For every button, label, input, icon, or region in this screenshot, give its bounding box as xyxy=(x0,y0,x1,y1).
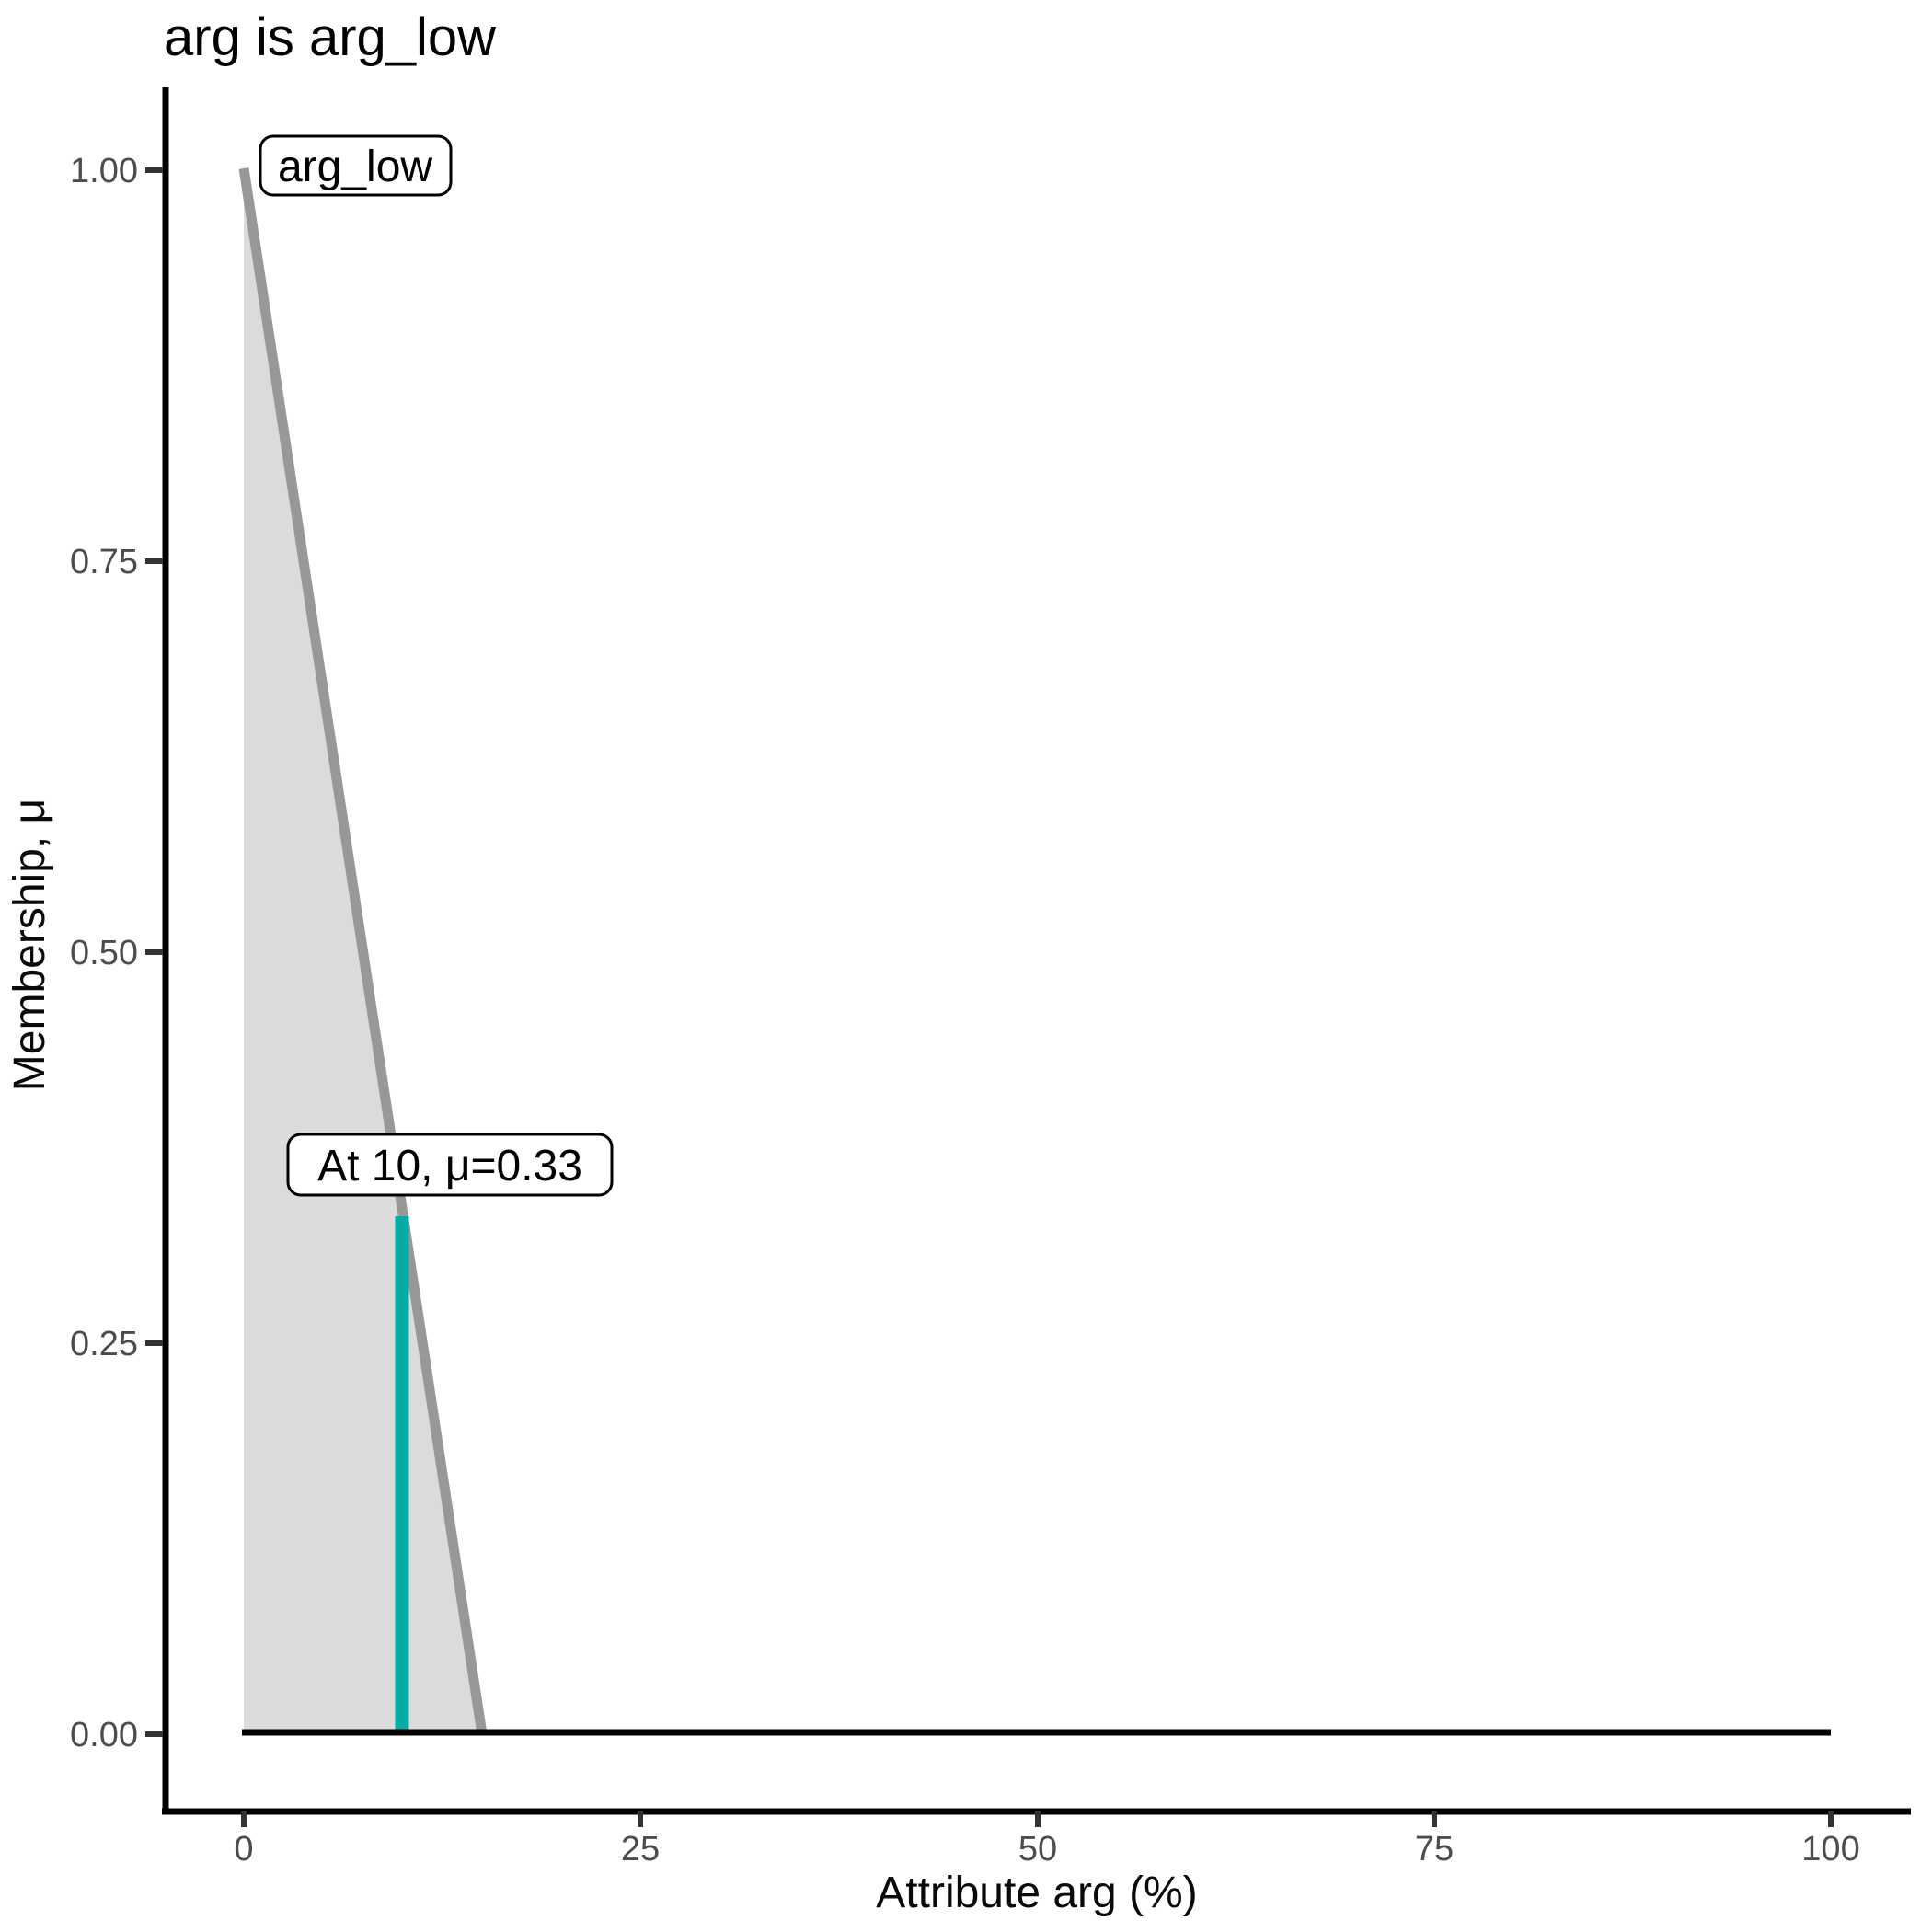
y-tick-label-1.00: 1.00 xyxy=(70,152,138,190)
annotation-arg-low: arg_low xyxy=(259,134,453,197)
x-tick-label-50: 50 xyxy=(1018,1830,1057,1869)
y-tick-labels: 1.00 0.75 0.50 0.25 0.00 xyxy=(70,152,138,1754)
y-tick-label-0.50: 0.50 xyxy=(70,934,138,972)
x-tick-labels: 0 25 50 75 100 xyxy=(234,1830,1859,1869)
x-axis-title: Attribute arg (%) xyxy=(876,1869,1197,1917)
x-tick-label-25: 25 xyxy=(621,1830,660,1869)
x-tick-marks xyxy=(241,1811,1834,1827)
x-tick-label-75: 75 xyxy=(1415,1830,1454,1869)
annotation-evaluation-text: At 10, μ=0.33 xyxy=(317,1142,582,1190)
annotation-evaluation: At 10, μ=0.33 xyxy=(286,1133,614,1197)
annotation-evaluation-box xyxy=(286,1133,614,1197)
x-tick-label-100: 100 xyxy=(1801,1830,1859,1869)
annotation-arg-low-box xyxy=(259,134,453,197)
y-tick-marks xyxy=(145,167,163,1737)
x-tick-label-0: 0 xyxy=(234,1830,253,1869)
y-tick-label-0.25: 0.25 xyxy=(70,1325,138,1363)
annotation-arg-low-text: arg_low xyxy=(278,143,432,191)
membership-function-line xyxy=(238,167,488,1735)
y-axis-title: Membership, μ xyxy=(6,799,54,1091)
y-tick-label-0.75: 0.75 xyxy=(70,543,138,581)
y-tick-label-0.00: 0.00 xyxy=(70,1716,138,1754)
chart-title: arg is arg_low xyxy=(164,7,497,67)
